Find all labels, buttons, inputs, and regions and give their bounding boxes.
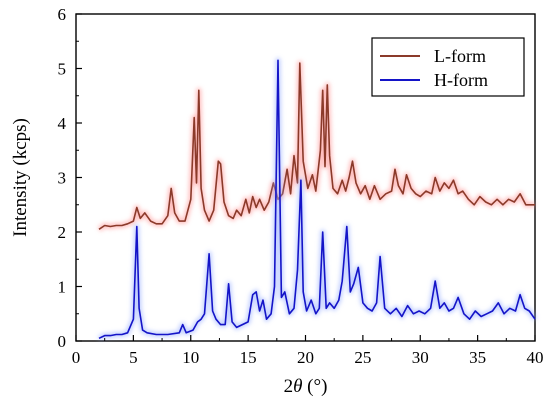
x-tick-label: 15 [240,348,257,367]
legend-label-h-form: H-form [434,70,488,90]
x-axis-title: 2θ (°) [284,376,328,397]
series-layer [97,57,538,341]
y-tick-label: 2 [58,223,67,242]
legend-label-l-form: L-form [434,46,486,66]
y-tick-label: 3 [58,169,67,188]
x-tick-label: 20 [297,348,314,367]
x-tick-label: 25 [354,348,371,367]
x-axis-title-prefix: 2 [284,376,294,397]
x-tick-label: 35 [469,348,486,367]
legend: L-form H-form [371,37,525,97]
x-axis-title-theta: θ [293,376,302,397]
x-axis-title-unit: (°) [302,376,327,397]
y-tick-label: 0 [58,332,67,351]
y-tick-label: 5 [58,60,67,79]
x-tick-label: 5 [129,348,138,367]
y-tick-label: 1 [58,278,67,297]
legend-box [371,37,525,97]
series-line-l-form [98,62,535,230]
x-tick-label: 10 [182,348,199,367]
x-tick-label: 40 [527,348,544,367]
x-tick-label: 0 [72,348,81,367]
y-axis-title: Intensity (kcps) [10,118,31,237]
ticks-layer: 0 5 10 15 20 25 30 35 40 0 1 2 3 4 5 6 [58,5,544,367]
y-tick-label: 6 [58,5,67,24]
y-tick-label: 4 [58,114,67,133]
x-tick-label: 30 [412,348,429,367]
series-line-h-form [98,59,536,340]
